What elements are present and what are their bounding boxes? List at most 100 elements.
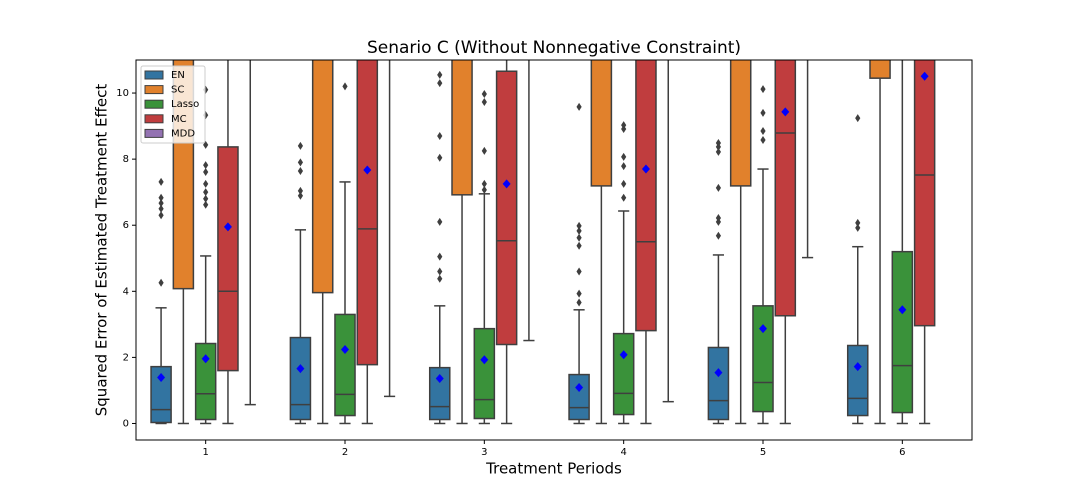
box: [311, 60, 334, 294]
box: [194, 342, 217, 421]
outlier: [481, 146, 487, 155]
outlier: [203, 188, 209, 197]
y-tick-label: 4: [123, 286, 129, 297]
box: [568, 373, 590, 421]
box: [774, 60, 797, 317]
outlier: [203, 179, 209, 188]
outlier: [715, 183, 722, 192]
outlier: [158, 211, 164, 220]
x-tick-label: 2: [342, 447, 348, 458]
legend-swatch: [144, 85, 164, 95]
outlier: [621, 152, 627, 161]
box: [590, 60, 613, 187]
outlier: [437, 70, 443, 79]
box: [869, 60, 891, 79]
mean-marker: [759, 324, 767, 334]
box: [334, 313, 356, 417]
outlier: [437, 267, 443, 276]
x-tick-label: 1: [202, 447, 208, 458]
legend-label: MC: [171, 114, 187, 125]
mean-marker: [502, 179, 511, 189]
outlier: [576, 233, 582, 242]
outlier: [576, 221, 582, 230]
mean-marker: [435, 374, 444, 384]
outlier: [158, 177, 164, 186]
outlier: [203, 194, 209, 203]
outlier: [760, 135, 766, 144]
outlier: [297, 167, 304, 176]
outlier: [481, 185, 487, 194]
legend-label: MDD: [171, 128, 195, 139]
outlier: [297, 141, 304, 150]
outlier: [855, 223, 861, 232]
outlier: [576, 267, 582, 276]
mean-marker: [363, 165, 372, 175]
outlier: [621, 121, 627, 130]
outlier: [576, 102, 582, 111]
outlier: [158, 193, 164, 202]
box: [752, 305, 774, 413]
outlier: [576, 298, 582, 307]
outlier: [297, 191, 304, 200]
outlier: [297, 158, 304, 167]
legend: EN SC Lasso MC MDD: [140, 65, 206, 144]
outlier: [437, 132, 443, 140]
box: [635, 60, 657, 332]
x-tick-label: 3: [481, 447, 487, 458]
outlier: [437, 153, 443, 162]
outlier: [342, 82, 348, 91]
x-tick-label: 6: [899, 447, 905, 458]
mean-marker: [920, 71, 929, 81]
outlier: [715, 213, 722, 222]
x-axis-label: Treatment Periods: [485, 460, 622, 478]
outlier: [621, 162, 627, 171]
box: [707, 346, 730, 421]
mean-marker: [575, 382, 584, 392]
y-axis-label: Squared Error of Estimated Treatment Eff…: [93, 84, 111, 417]
box: [473, 327, 496, 420]
legend-swatch: [144, 99, 164, 109]
mean-marker: [619, 350, 628, 360]
outlier: [760, 127, 766, 136]
x-tick-label: 4: [620, 447, 626, 458]
legend-label: SC: [171, 85, 184, 96]
outlier: [481, 97, 487, 106]
box: [217, 146, 239, 372]
outlier: [855, 218, 861, 227]
outlier: [621, 193, 627, 202]
outlier: [481, 90, 487, 99]
outlier: [715, 138, 722, 147]
outlier: [576, 241, 582, 250]
outlier: [158, 204, 164, 213]
box: [913, 60, 936, 327]
outlier: [437, 217, 443, 226]
mean-marker: [480, 355, 489, 365]
chart-title: Senario C (Without Nonnegative Constrain…: [367, 38, 741, 58]
box: [846, 344, 869, 417]
outlier: [437, 252, 443, 261]
outlier: [203, 200, 209, 209]
outlier: [760, 108, 766, 117]
y-tick-label: 6: [123, 220, 129, 231]
outlier: [760, 85, 766, 94]
outlier: [297, 186, 304, 195]
mean-marker: [201, 354, 210, 364]
outlier: [715, 147, 722, 156]
legend-swatch: [144, 70, 164, 80]
outlier: [481, 179, 487, 188]
outlier: [437, 79, 443, 88]
box: [289, 336, 312, 421]
legend-swatch: [144, 114, 164, 124]
outlier: [855, 114, 861, 123]
plot-frame: [135, 59, 973, 441]
box: [495, 70, 518, 346]
y-tick-label: 8: [123, 154, 129, 165]
legend-swatch: [144, 128, 164, 138]
y-tick-label: 0: [123, 418, 129, 429]
mean-marker: [157, 373, 166, 383]
outlier: [158, 278, 164, 287]
mean-marker: [853, 362, 862, 372]
plot-area: [150, 60, 936, 425]
outlier: [437, 274, 443, 283]
